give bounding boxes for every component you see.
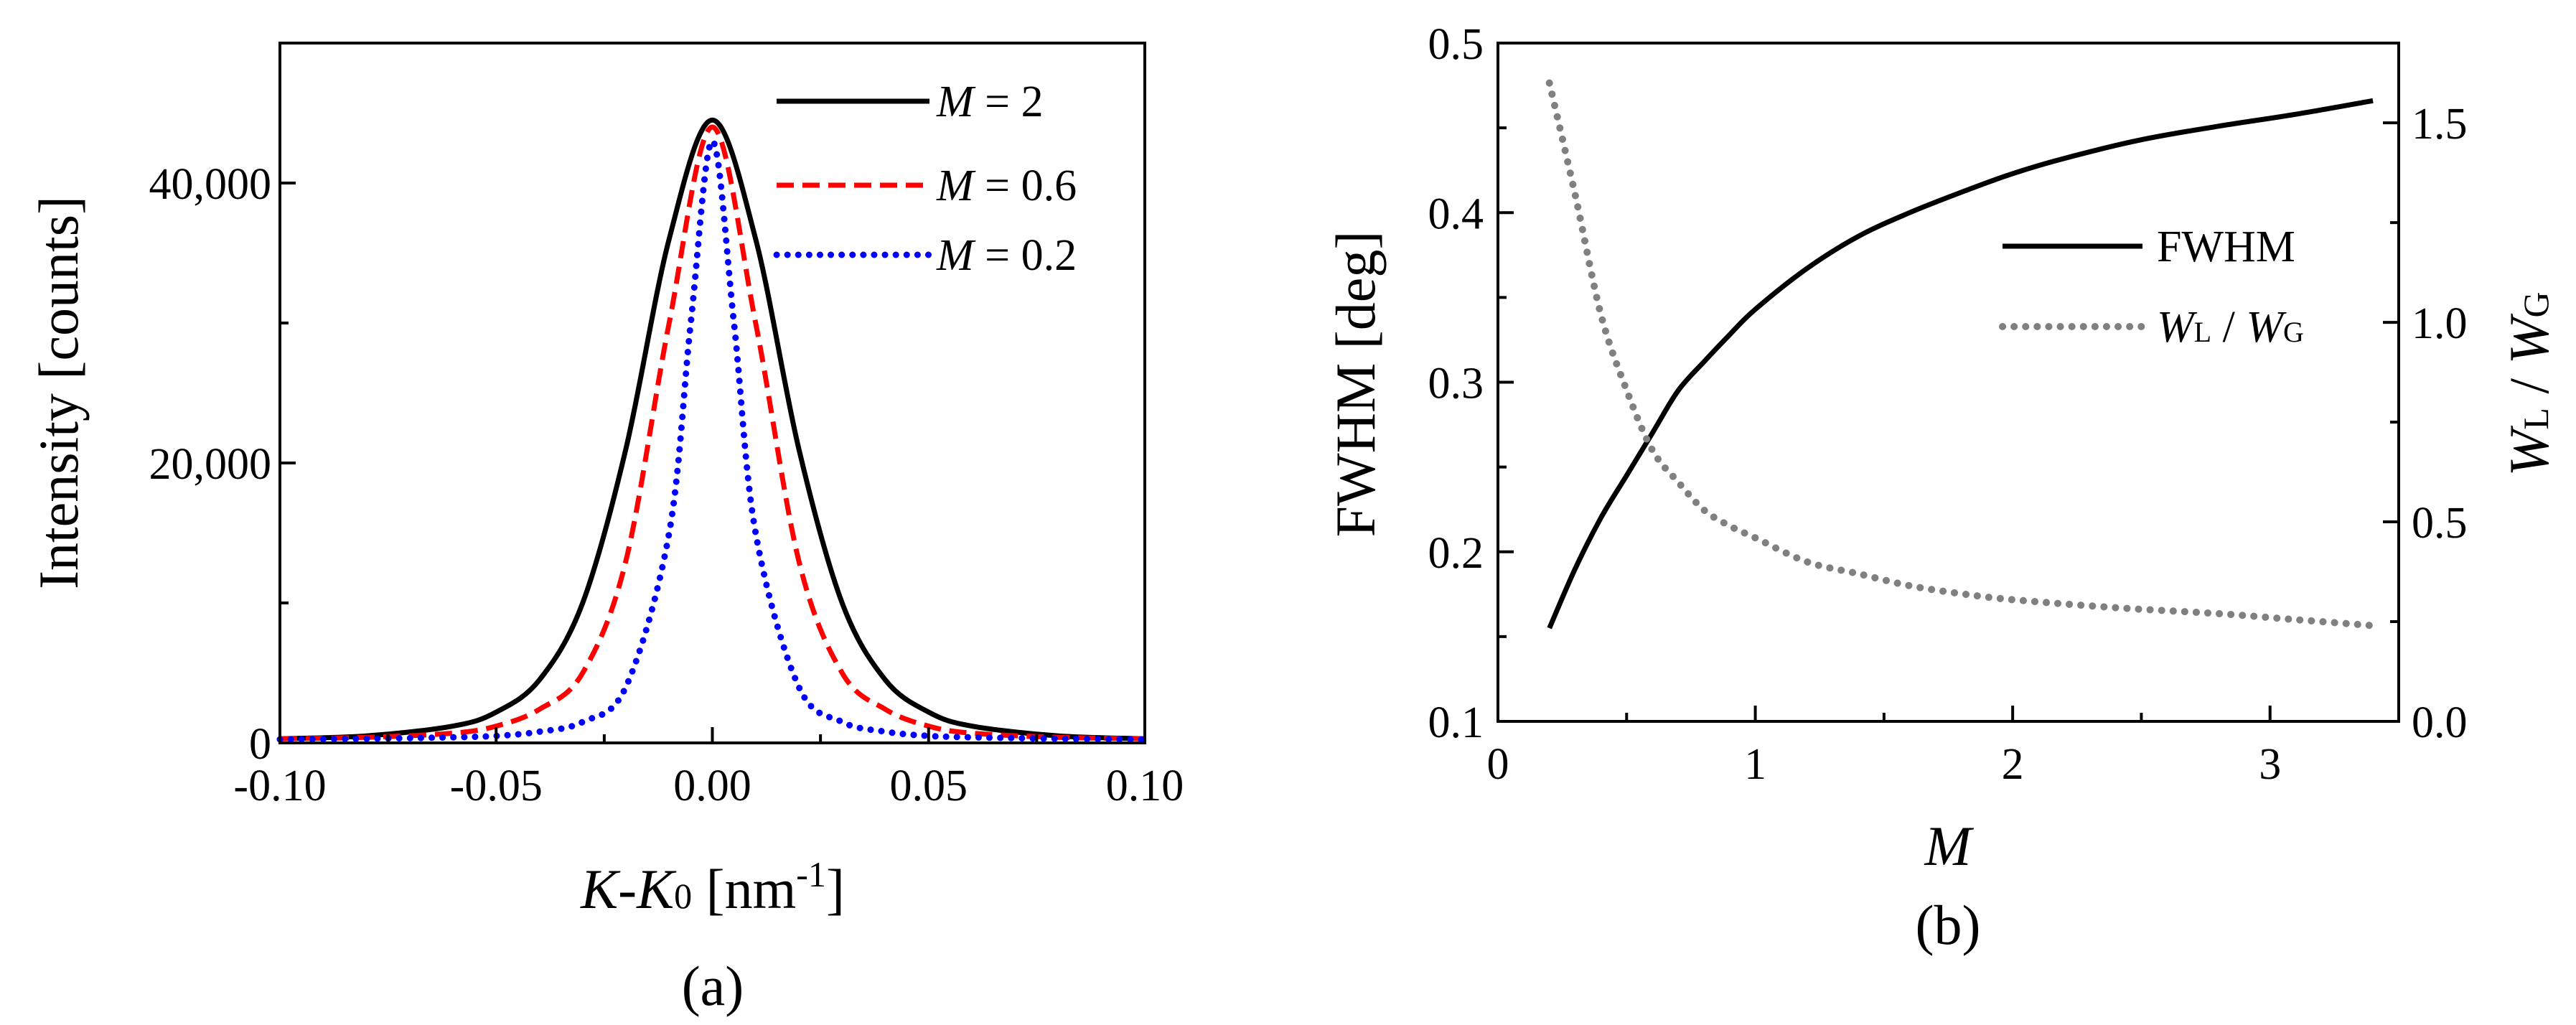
panel-b-ytick-label-1: 0.2 [1428,529,1484,578]
legend-a-label-2: M = 0.2 [936,231,1077,280]
panel-b-xtick-label-2: 2 [2002,740,2024,789]
panel-a-series-0 [279,117,1146,741]
panel-a-xtick-label-4: 0.10 [1106,762,1184,810]
panel-a-ticks: -0.10 -0.05 0.00 0.05 0.10 0 20,000 40,000 [149,160,1184,810]
panel-b-legend: FWHM WL / WG [1999,223,2304,352]
panel-b-curves [1545,79,2377,629]
panel-b-ticks: 0 1 2 3 0.1 0.2 0.3 0.4 0.5 0.0 0.5 1.0 1.5 [1428,20,2468,789]
panel-b-y2tick-label-0: 0.0 [2412,698,2468,747]
panel-a-ytick-label-2: 40,000 [149,160,272,209]
panel-a-ylabel: Intensity [counts] [27,196,90,589]
panel-b-caption: (b) [1916,894,1981,956]
panel-a-xtick-label-2: 0.00 [673,762,751,810]
panel-a-curves [276,117,1148,743]
panel-a-ytick-label-0: 0 [249,720,271,769]
panel-b-series-1 [1545,79,2377,629]
panel-a-xtick-label-1: -0.05 [450,762,543,810]
panel-a-xtick-label-0: -0.10 [233,762,326,810]
panel-a-caption: (a) [682,955,744,1017]
panel-a-series-1 [279,124,1146,741]
panel-b-ytick-label-0: 0.1 [1428,698,1484,747]
panel-b-xtick-label-1: 1 [1744,740,1766,789]
panel-b-y2tick-label-2: 1.0 [2412,299,2468,348]
panel-b-y2label: WL / WG [2498,291,2560,476]
panel-b-ylabel: FWHM [deg] [1324,231,1387,538]
legend-b-label-1: WL / WG [2157,303,2304,352]
panel-b-xtick-label-0: 0 [1487,740,1509,789]
panel-b-ytick-label-2: 0.3 [1428,360,1484,408]
panel-b-ytick-label-4: 0.5 [1428,20,1484,69]
panel-b-ytick-label-3: 0.4 [1428,189,1484,238]
panel-a-legend: M = 2 M = 0.6 M = 0.2 [773,78,1077,280]
legend-b-label-0: FWHM [2157,223,2295,271]
legend-a-label-1: M = 0.6 [936,162,1077,210]
panel-b-y2tick-label-3: 1.5 [2412,100,2468,149]
legend-a-label-0: M = 2 [936,78,1044,126]
panel-b-xtick-label-3: 3 [2259,740,2281,789]
panel-a-ytick-label-1: 20,000 [149,440,272,489]
panel-a: -0.10 -0.05 0.00 0.05 0.10 0 20,000 40,000 M = … [27,42,1184,1017]
panel-a-xtick-label-3: 0.05 [890,762,968,810]
panel-a-series-2 [276,137,1148,743]
panel-a-xlabel: K-K0 [nm-1] [580,854,845,920]
panel-b: 0 1 2 3 0.1 0.2 0.3 0.4 0.5 0.0 0.5 1.0 1.5 FWHM WL … [1324,20,2560,956]
panel-b-series-0 [1547,98,2374,629]
panel-b-y2tick-label-1: 0.5 [2412,499,2468,548]
panel-b-xlabel: M [1924,815,1975,877]
